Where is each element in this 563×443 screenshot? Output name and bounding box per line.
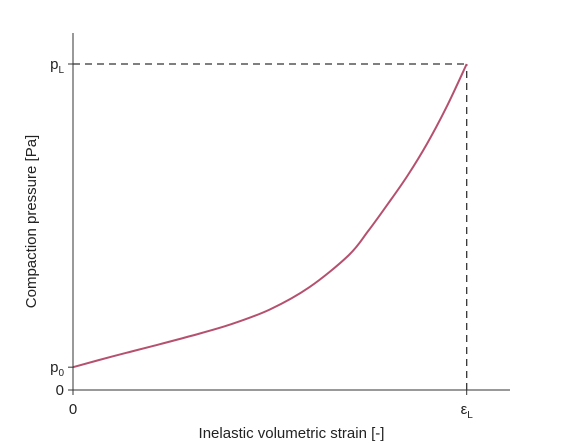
ticks: 0 p0 pL 0 εL [50,56,473,421]
x-axis-title: Inelastic volumetric strain [-] [199,425,385,442]
x-tick-0-label: 0 [69,401,77,418]
x-tick-epsL-label: εL [461,401,474,421]
series-layer [72,63,468,369]
reference-lines [73,63,468,390]
y-tick-0-label: 0 [56,382,64,399]
y-tick-p0-label: p0 [50,359,64,379]
y-tick-pL-label: pL [50,56,64,76]
y-axis-title: Compaction pressure [Pa] [23,135,40,308]
axes [72,33,510,391]
series-line [72,63,468,369]
